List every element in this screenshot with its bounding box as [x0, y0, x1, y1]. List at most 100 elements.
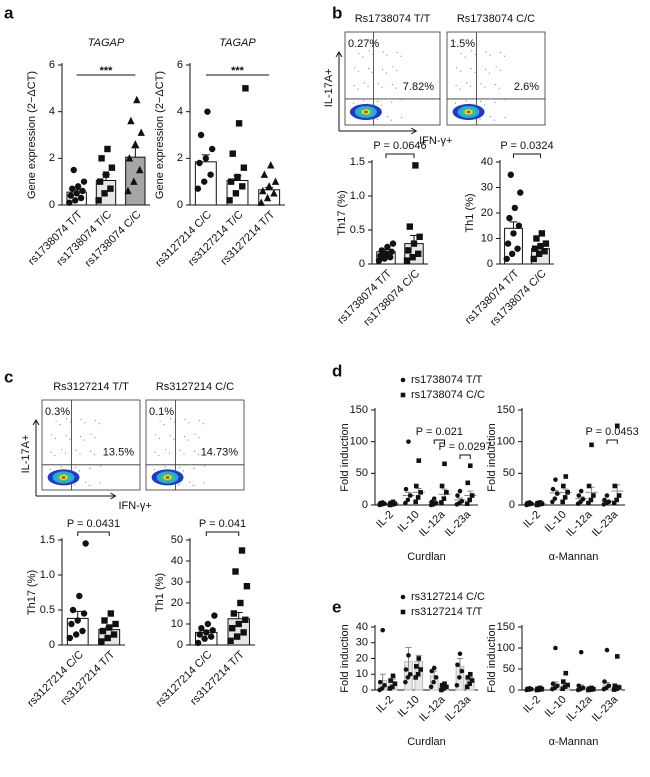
- data-point: [403, 667, 409, 672]
- data-point: [67, 192, 74, 199]
- event-dot: [454, 102, 457, 104]
- event-dot: [79, 453, 81, 455]
- data-point: [457, 675, 462, 680]
- data-point: [576, 683, 582, 689]
- data-point: [392, 681, 398, 686]
- event-dot: [170, 417, 172, 420]
- data-point: [602, 497, 607, 503]
- data-point: [211, 612, 218, 619]
- data-point: [403, 679, 408, 685]
- event-dot: [179, 449, 181, 451]
- data-point: [560, 686, 565, 692]
- plot-title: Rs3127214 C/C: [156, 381, 234, 393]
- significance-bracket: [606, 439, 618, 444]
- data-point: [233, 633, 241, 640]
- data-point: [413, 499, 418, 505]
- data-point: [555, 491, 560, 496]
- event-dot: [192, 485, 195, 487]
- data-point: [410, 240, 418, 247]
- data-point: [530, 255, 537, 263]
- event-dot: [483, 104, 486, 106]
- data-point: [403, 500, 408, 506]
- data-point: [553, 645, 558, 651]
- data-point: [124, 186, 132, 195]
- event-dot: [66, 417, 68, 420]
- chart-title: TAGAP: [219, 37, 256, 49]
- event-dot: [198, 419, 201, 421]
- data-point: [73, 190, 80, 197]
- event-dot: [79, 436, 82, 438]
- data-point: [68, 620, 75, 628]
- event-dot: [94, 436, 96, 439]
- event-dot: [352, 102, 355, 104]
- panel-label: b: [332, 3, 342, 22]
- event-dot: [460, 52, 462, 55]
- data-point: [79, 187, 86, 195]
- data-point: [538, 230, 546, 237]
- data-point: [96, 178, 104, 185]
- event-dot: [494, 101, 496, 103]
- data-point: [586, 483, 592, 489]
- event-dot: [456, 67, 458, 69]
- data-point: [112, 620, 119, 628]
- data-point: [606, 499, 612, 505]
- data-point: [226, 197, 233, 204]
- data-point: [535, 250, 543, 257]
- data-point: [562, 495, 568, 500]
- event-dot: [158, 437, 161, 439]
- significance-bracket: [433, 439, 446, 444]
- y-tick-label: 10: [481, 232, 493, 244]
- data-point: [555, 683, 560, 689]
- quadrant-label: 2.6%: [514, 81, 539, 93]
- data-point: [514, 245, 521, 252]
- x-tick-label: IL-12a: [417, 508, 448, 539]
- y-tick-label: 0: [177, 639, 183, 651]
- data-point: [537, 242, 544, 250]
- event-dot: [470, 68, 472, 70]
- data-point: [196, 631, 203, 638]
- quadrant-label: 13.5%: [103, 447, 134, 459]
- data-point: [531, 245, 539, 252]
- data-point: [586, 686, 592, 692]
- data-point: [406, 439, 411, 444]
- x-tick-label: rs3127214 C/C: [154, 649, 215, 710]
- event-dot: [202, 423, 205, 425]
- event-dot: [74, 484, 76, 486]
- significance-label: P = 0.0324: [500, 140, 553, 152]
- data-point: [439, 483, 445, 489]
- event-dot: [169, 435, 171, 437]
- data-point: [74, 183, 82, 190]
- legend-label: rs1738074 C/C: [411, 389, 485, 401]
- significance-bracket: [205, 531, 240, 536]
- data-point: [125, 154, 134, 162]
- data-point: [201, 635, 208, 642]
- y-tick-label: 30: [356, 637, 368, 649]
- y-tick-label: 0: [362, 499, 368, 511]
- data-point: [414, 664, 419, 669]
- y-axis-label: Th17 (%): [26, 570, 38, 615]
- y-tick-label: 100: [497, 436, 515, 448]
- event-dot: [49, 409, 51, 411]
- data-point: [388, 678, 393, 683]
- event-dot: [78, 470, 81, 472]
- event-dot: [362, 56, 364, 58]
- data-point: [591, 493, 596, 498]
- data-point: [415, 671, 421, 677]
- x-tick-label: rs3127214 T/T: [58, 648, 117, 707]
- y-tick-label: 0: [509, 684, 515, 696]
- data-point: [614, 654, 620, 659]
- data-point: [406, 223, 413, 230]
- event-dot: [193, 467, 195, 470]
- data-point: [405, 247, 412, 254]
- data-point: [197, 131, 205, 139]
- significance-label: ***: [100, 65, 114, 77]
- event-dot: [372, 53, 374, 56]
- event-dot: [49, 468, 52, 470]
- event-dot: [203, 465, 206, 467]
- data-point: [127, 116, 135, 125]
- event-dot: [65, 435, 67, 437]
- data-point: [510, 230, 517, 237]
- y-tick-label: 50: [503, 467, 515, 479]
- x-axis-label: α-Mannan: [549, 551, 599, 563]
- event-dot: [159, 420, 161, 422]
